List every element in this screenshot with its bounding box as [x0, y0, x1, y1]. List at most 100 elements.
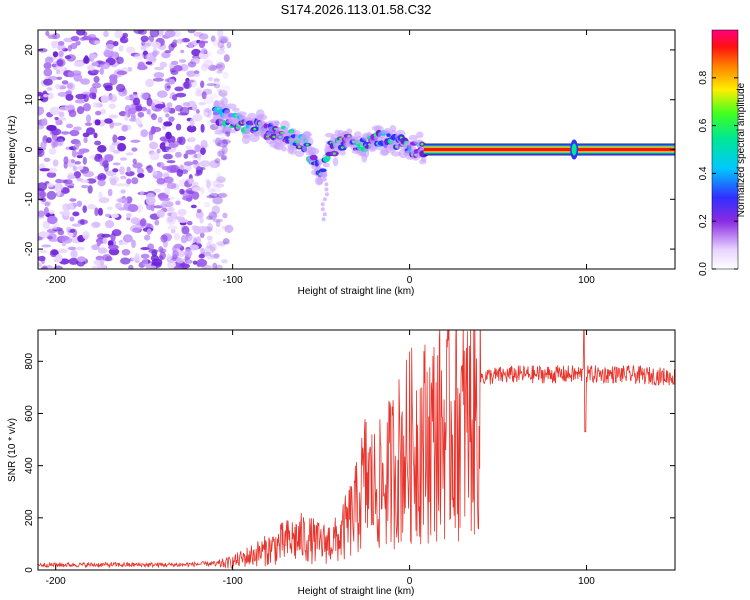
- noise-speckle: [163, 121, 173, 127]
- noise-speckle: [167, 212, 172, 217]
- noise-speckle: [82, 56, 90, 64]
- noise-speckle: [46, 87, 53, 91]
- noise-speckle: [91, 82, 102, 89]
- noise-speckle: [217, 139, 229, 148]
- noise-speckle: [64, 104, 75, 110]
- noise-speckle: [41, 118, 48, 126]
- noise-speckle: [152, 50, 158, 58]
- noise-speckle: [173, 243, 183, 249]
- noise-speckle: [200, 123, 205, 133]
- noise-speckle: [218, 89, 228, 97]
- snr-y-axis-title: SNR (10 * v/v): [7, 418, 18, 482]
- noise-speckle: [216, 193, 227, 198]
- noise-speckle: [163, 153, 173, 160]
- noise-speckle: [38, 249, 48, 254]
- noise-speckle: [173, 265, 183, 269]
- noise-speckle: [58, 248, 68, 254]
- noise-speckle: [38, 255, 46, 262]
- noise-speckle: [66, 226, 71, 232]
- noise-speckle: [93, 76, 100, 83]
- noise-speckle: [200, 147, 206, 155]
- noise-speckle: [176, 136, 183, 144]
- signal-halo: [408, 134, 418, 141]
- noise-speckle: [47, 34, 57, 40]
- noise-speckle: [116, 83, 126, 93]
- noise-speckle: [98, 191, 103, 199]
- carrier-line: [423, 147, 675, 152]
- signal-halo: [225, 103, 237, 109]
- noise-speckle: [209, 214, 220, 218]
- noise-speckle: [104, 118, 113, 124]
- noise-speckle: [145, 196, 156, 206]
- noise-speckle: [94, 140, 102, 146]
- noise-speckle: [49, 209, 55, 215]
- noise-speckle: [97, 61, 106, 65]
- signal-tail: [320, 207, 325, 212]
- signal-halo: [274, 120, 280, 126]
- noise-speckle: [69, 198, 77, 202]
- noise-speckle: [144, 234, 151, 241]
- noise-speckle: [131, 147, 138, 152]
- noise-speckle: [149, 30, 160, 38]
- signal-halo: [283, 129, 289, 136]
- snr-x-tick-label: -200: [46, 576, 66, 587]
- noise-speckle: [49, 106, 61, 116]
- signal-halo: [241, 134, 251, 145]
- noise-speckle: [188, 178, 193, 185]
- noise-speckle: [210, 35, 216, 43]
- noise-speckle: [164, 82, 171, 92]
- noise-speckle: [46, 92, 54, 100]
- noise-speckle: [136, 167, 144, 175]
- signal-tail: [321, 217, 326, 222]
- noise-speckle: [180, 49, 185, 54]
- noise-speckle: [137, 173, 145, 178]
- signal-core: [326, 156, 330, 159]
- colorbar-tick-label: 0.2: [698, 214, 709, 228]
- noise-speckle: [68, 109, 77, 118]
- signal-halo: [416, 131, 424, 139]
- noise-speckle: [56, 76, 63, 81]
- noise-speckle: [92, 101, 100, 108]
- noise-speckle: [121, 124, 128, 132]
- noise-speckle: [113, 149, 121, 154]
- noise-speckle: [126, 166, 131, 173]
- noise-speckle: [82, 231, 90, 240]
- noise-speckle: [62, 203, 71, 212]
- noise-speckle: [219, 85, 231, 94]
- signal-core: [420, 142, 424, 146]
- noise-speckle: [179, 188, 185, 195]
- noise-speckle: [94, 119, 101, 126]
- noise-speckle: [57, 91, 69, 97]
- noise-speckle: [180, 235, 188, 244]
- noise-speckle: [128, 118, 138, 122]
- noise-speckle: [97, 179, 106, 187]
- noise-speckle: [67, 45, 72, 52]
- signal-core: [332, 152, 336, 155]
- carrier-spike-core: [571, 143, 577, 156]
- noise-speckle: [50, 249, 59, 256]
- noise-speckle: [90, 53, 97, 59]
- noise-speckle: [61, 80, 69, 85]
- snr-series-line: [38, 330, 675, 569]
- noise-speckle: [216, 59, 222, 66]
- noise-speckle: [93, 132, 98, 139]
- noise-speckle: [209, 93, 218, 99]
- snr-y-tick-label: 200: [24, 509, 35, 526]
- signal-core: [253, 127, 257, 131]
- noise-speckle: [181, 226, 190, 235]
- figure-title: S174.2026.113.01.58.C32: [281, 2, 432, 17]
- noise-speckle: [199, 232, 205, 238]
- noise-speckle: [104, 85, 113, 92]
- noise-speckle: [52, 141, 59, 148]
- noise-speckle: [116, 56, 124, 65]
- noise-speckle: [110, 213, 119, 218]
- noise-speckle: [218, 35, 229, 44]
- noise-speckle: [63, 156, 69, 165]
- noise-speckle: [108, 103, 116, 109]
- noise-speckle: [192, 191, 200, 200]
- noise-speckle: [73, 61, 84, 67]
- noise-speckle: [76, 106, 85, 115]
- noise-speckle: [38, 231, 50, 238]
- snr-y-tick-label: 0: [24, 567, 35, 573]
